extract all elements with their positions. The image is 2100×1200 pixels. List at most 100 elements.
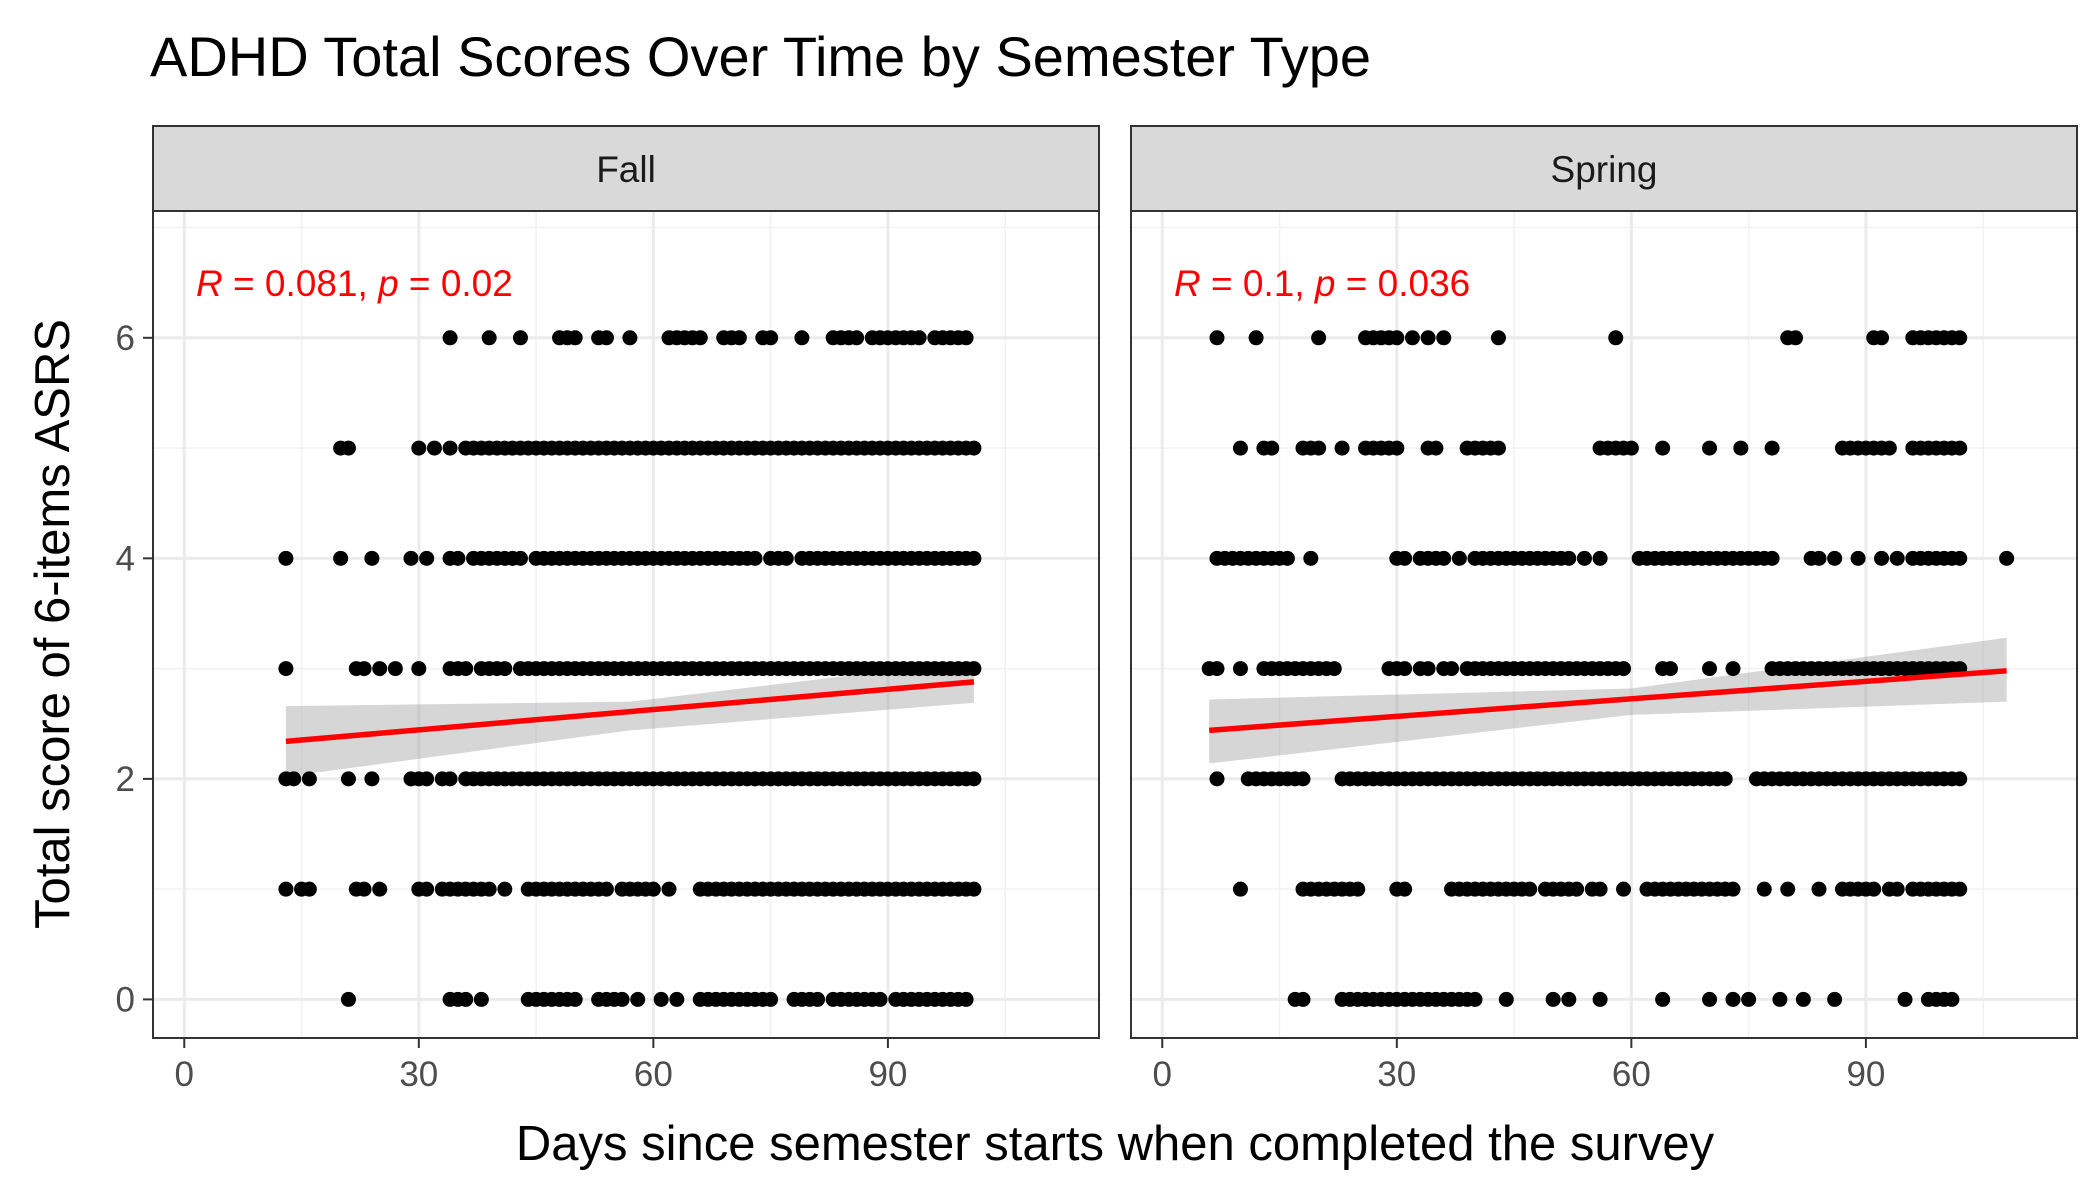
data-point — [1326, 661, 1342, 677]
data-point — [810, 991, 826, 1007]
data-point — [966, 661, 982, 677]
facet-fall-label: Fall — [596, 149, 656, 190]
data-point — [598, 330, 614, 346]
facet-fall-stat: R = 0.081, p = 0.02 — [196, 263, 513, 304]
facet-fall-strip — [152, 125, 1100, 212]
data-point — [1702, 440, 1718, 456]
data-point — [411, 661, 427, 677]
data-point — [1295, 991, 1311, 1007]
data-point — [763, 330, 779, 346]
data-point — [1780, 881, 1796, 897]
data-point — [1311, 440, 1327, 456]
y-axis: 0 2 4 6 — [116, 319, 153, 1019]
data-point — [1952, 881, 1968, 897]
data-point — [1232, 661, 1248, 677]
data-point — [1444, 661, 1460, 677]
data-point — [1999, 550, 2015, 566]
data-point — [1561, 550, 1577, 566]
regression-line — [285, 679, 975, 745]
data-point — [497, 881, 513, 897]
data-point — [1592, 550, 1608, 566]
x-tick-label: 0 — [175, 1055, 194, 1094]
facet-spring: Spring R = 0.1, p = 0.036 0 30 60 90 — [1130, 125, 2078, 1094]
data-point — [301, 771, 317, 787]
data-point — [364, 550, 380, 566]
y-axis-title: Total score of 6-items ASRS — [26, 319, 80, 929]
facet-spring-panel — [1131, 211, 2077, 1038]
data-point — [1655, 440, 1671, 456]
data-point — [1545, 991, 1561, 1007]
data-point — [1881, 440, 1897, 456]
facet-spring-r-value: 0.1 — [1243, 263, 1294, 304]
data-point — [1279, 550, 1295, 566]
facet-fall-r-value: 0.081 — [265, 263, 358, 304]
data-point — [1756, 881, 1772, 897]
data-point — [1420, 661, 1436, 677]
data-point — [1616, 661, 1632, 677]
data-point — [1788, 330, 1804, 346]
data-point — [1827, 991, 1843, 1007]
facet-fall-border — [152, 210, 1100, 1039]
data-point — [1795, 991, 1811, 1007]
y-tick-label: 2 — [116, 760, 135, 799]
data-point — [1334, 440, 1350, 456]
data-point — [442, 330, 458, 346]
data-point — [1764, 550, 1780, 566]
y-tick-label: 0 — [116, 980, 135, 1019]
x-tick-label: 30 — [1377, 1055, 1416, 1094]
data-point — [1389, 440, 1405, 456]
data-point — [614, 991, 630, 1007]
data-point — [1592, 991, 1608, 1007]
facet-fall-points — [278, 330, 982, 1007]
data-point — [1717, 771, 1733, 787]
confidence-band — [285, 660, 974, 777]
data-point — [1725, 661, 1741, 677]
data-point — [1866, 881, 1882, 897]
data-point — [512, 550, 528, 566]
data-point — [1451, 550, 1467, 566]
data-point — [731, 330, 747, 346]
data-point — [1436, 550, 1452, 566]
data-point — [1616, 881, 1632, 897]
data-point — [966, 881, 982, 897]
data-point — [1952, 771, 1968, 787]
data-point — [1428, 440, 1444, 456]
data-point — [442, 771, 458, 787]
y-tick-label: 4 — [116, 539, 135, 578]
data-point — [1741, 991, 1757, 1007]
x-tick-label: 30 — [399, 1055, 438, 1094]
data-point — [1889, 881, 1905, 897]
data-point — [1397, 881, 1413, 897]
data-point — [1303, 550, 1319, 566]
data-point — [645, 881, 661, 897]
data-point — [1295, 771, 1311, 787]
data-point — [692, 330, 708, 346]
data-point — [1764, 440, 1780, 456]
data-point — [497, 661, 513, 677]
data-point — [653, 991, 669, 1007]
facet-fall-p-value: 0.02 — [441, 263, 513, 304]
data-point — [872, 991, 888, 1007]
data-point — [450, 550, 466, 566]
data-point — [387, 661, 403, 677]
data-point — [1827, 550, 1843, 566]
facet-spring-regression-line — [1208, 668, 2007, 734]
data-point — [567, 330, 583, 346]
facet-fall: Fall R = 0.081, p = 0.02 0 30 60 90 — [152, 125, 1100, 1094]
data-point — [747, 550, 763, 566]
data-point — [512, 330, 528, 346]
data-point — [567, 991, 583, 1007]
facet-fall-regression-line — [285, 679, 975, 745]
data-point — [763, 991, 779, 1007]
data-point — [1389, 330, 1405, 346]
data-point — [411, 440, 427, 456]
data-point — [286, 771, 302, 787]
data-point — [364, 771, 380, 787]
data-point — [1311, 330, 1327, 346]
data-point — [958, 330, 974, 346]
data-point — [661, 881, 677, 897]
data-point — [1850, 550, 1866, 566]
data-point — [598, 881, 614, 897]
facet-spring-x-axis: 0 30 60 90 — [1153, 1038, 1885, 1094]
data-point — [481, 330, 497, 346]
